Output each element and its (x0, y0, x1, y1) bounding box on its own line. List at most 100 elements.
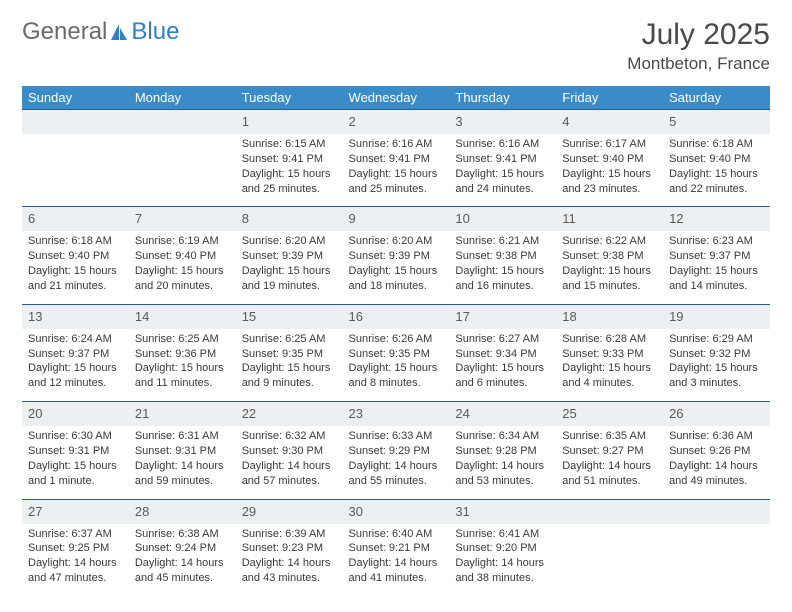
day-number-cell: 31 (449, 499, 556, 524)
day-content-cell: Sunrise: 6:38 AMSunset: 9:24 PMDaylight:… (129, 524, 236, 596)
day-number-cell: 20 (22, 402, 129, 427)
sunrise-text: Sunrise: 6:30 AM (28, 429, 123, 444)
day-content-cell: Sunrise: 6:41 AMSunset: 9:20 PMDaylight:… (449, 524, 556, 596)
day-content-cell: Sunrise: 6:20 AMSunset: 9:39 PMDaylight:… (343, 231, 450, 304)
daylight-text: Daylight: 14 hours and 53 minutes. (455, 459, 550, 489)
day-content-cell: Sunrise: 6:15 AMSunset: 9:41 PMDaylight:… (236, 134, 343, 207)
day-number-cell: 8 (236, 207, 343, 232)
day-content-cell: Sunrise: 6:28 AMSunset: 9:33 PMDaylight:… (556, 329, 663, 402)
daylight-text: Daylight: 15 hours and 21 minutes. (28, 264, 123, 294)
day-number-cell: 29 (236, 499, 343, 524)
day-content-cell: Sunrise: 6:36 AMSunset: 9:26 PMDaylight:… (663, 426, 770, 499)
sunrise-text: Sunrise: 6:24 AM (28, 332, 123, 347)
sunrise-text: Sunrise: 6:27 AM (455, 332, 550, 347)
day-number: 23 (349, 406, 363, 421)
day-content-cell: Sunrise: 6:31 AMSunset: 9:31 PMDaylight:… (129, 426, 236, 499)
daylight-text: Daylight: 15 hours and 18 minutes. (349, 264, 444, 294)
sunrise-text: Sunrise: 6:41 AM (455, 527, 550, 542)
sunrise-text: Sunrise: 6:23 AM (669, 234, 764, 249)
day-number-cell: 6 (22, 207, 129, 232)
day-content-cell: Sunrise: 6:32 AMSunset: 9:30 PMDaylight:… (236, 426, 343, 499)
sunrise-text: Sunrise: 6:26 AM (349, 332, 444, 347)
daylight-text: Daylight: 15 hours and 25 minutes. (349, 167, 444, 197)
daylight-text: Daylight: 15 hours and 16 minutes. (455, 264, 550, 294)
day-content-row: Sunrise: 6:37 AMSunset: 9:25 PMDaylight:… (22, 524, 770, 596)
day-number-cell: 4 (556, 110, 663, 135)
day-number-cell: 10 (449, 207, 556, 232)
sunrise-text: Sunrise: 6:36 AM (669, 429, 764, 444)
sunrise-text: Sunrise: 6:39 AM (242, 527, 337, 542)
daylight-text: Daylight: 15 hours and 25 minutes. (242, 167, 337, 197)
sunrise-text: Sunrise: 6:25 AM (135, 332, 230, 347)
day-content-cell: Sunrise: 6:24 AMSunset: 9:37 PMDaylight:… (22, 329, 129, 402)
day-number: 20 (28, 406, 42, 421)
daylight-text: Daylight: 15 hours and 1 minute. (28, 459, 123, 489)
day-number: 25 (562, 406, 576, 421)
day-number: 1 (242, 114, 249, 129)
daylight-text: Daylight: 15 hours and 20 minutes. (135, 264, 230, 294)
day-number-row: 20212223242526 (22, 402, 770, 427)
day-number: 27 (28, 504, 42, 519)
day-content-cell: Sunrise: 6:23 AMSunset: 9:37 PMDaylight:… (663, 231, 770, 304)
day-number: 18 (562, 309, 576, 324)
sunset-text: Sunset: 9:33 PM (562, 347, 657, 362)
sunrise-text: Sunrise: 6:31 AM (135, 429, 230, 444)
logo: General Blue (22, 18, 179, 46)
day-content-cell: Sunrise: 6:34 AMSunset: 9:28 PMDaylight:… (449, 426, 556, 499)
sunrise-text: Sunrise: 6:33 AM (349, 429, 444, 444)
day-content-cell: Sunrise: 6:16 AMSunset: 9:41 PMDaylight:… (449, 134, 556, 207)
daylight-text: Daylight: 15 hours and 8 minutes. (349, 361, 444, 391)
sunset-text: Sunset: 9:35 PM (242, 347, 337, 362)
sunset-text: Sunset: 9:21 PM (349, 541, 444, 556)
day-number: 4 (562, 114, 569, 129)
day-content-cell: Sunrise: 6:35 AMSunset: 9:27 PMDaylight:… (556, 426, 663, 499)
day-number: 3 (455, 114, 462, 129)
day-content-cell: Sunrise: 6:16 AMSunset: 9:41 PMDaylight:… (343, 134, 450, 207)
day-number: 8 (242, 211, 249, 226)
calendar-head: SundayMondayTuesdayWednesdayThursdayFrid… (22, 86, 770, 110)
header: General Blue July 2025 Montbeton, France (22, 18, 770, 74)
sunset-text: Sunset: 9:34 PM (455, 347, 550, 362)
day-number: 7 (135, 211, 142, 226)
day-number-cell: 12 (663, 207, 770, 232)
daylight-text: Daylight: 14 hours and 41 minutes. (349, 556, 444, 586)
sunset-text: Sunset: 9:40 PM (562, 152, 657, 167)
day-number: 28 (135, 504, 149, 519)
daylight-text: Daylight: 15 hours and 14 minutes. (669, 264, 764, 294)
daylight-text: Daylight: 14 hours and 49 minutes. (669, 459, 764, 489)
sunset-text: Sunset: 9:37 PM (28, 347, 123, 362)
sunrise-text: Sunrise: 6:16 AM (349, 137, 444, 152)
day-content-cell: Sunrise: 6:33 AMSunset: 9:29 PMDaylight:… (343, 426, 450, 499)
day-number: 31 (455, 504, 469, 519)
daylight-text: Daylight: 15 hours and 22 minutes. (669, 167, 764, 197)
day-number-cell: 24 (449, 402, 556, 427)
day-content-cell: Sunrise: 6:40 AMSunset: 9:21 PMDaylight:… (343, 524, 450, 596)
daylight-text: Daylight: 14 hours and 45 minutes. (135, 556, 230, 586)
day-number: 16 (349, 309, 363, 324)
day-content-cell (22, 134, 129, 207)
sunset-text: Sunset: 9:23 PM (242, 541, 337, 556)
sunrise-text: Sunrise: 6:15 AM (242, 137, 337, 152)
logo-text-general: General (22, 18, 107, 46)
sunset-text: Sunset: 9:40 PM (28, 249, 123, 264)
sunset-text: Sunset: 9:35 PM (349, 347, 444, 362)
daylight-text: Daylight: 15 hours and 9 minutes. (242, 361, 337, 391)
day-number-cell: 13 (22, 304, 129, 329)
sunrise-text: Sunrise: 6:17 AM (562, 137, 657, 152)
title-block: July 2025 Montbeton, France (627, 18, 770, 74)
day-number-cell: 11 (556, 207, 663, 232)
sunset-text: Sunset: 9:40 PM (135, 249, 230, 264)
day-header: Saturday (663, 86, 770, 110)
daylight-text: Daylight: 15 hours and 4 minutes. (562, 361, 657, 391)
daylight-text: Daylight: 14 hours and 57 minutes. (242, 459, 337, 489)
day-header: Friday (556, 86, 663, 110)
sunrise-text: Sunrise: 6:19 AM (135, 234, 230, 249)
sunset-text: Sunset: 9:41 PM (455, 152, 550, 167)
day-number: 2 (349, 114, 356, 129)
sunset-text: Sunset: 9:40 PM (669, 152, 764, 167)
day-content-row: Sunrise: 6:24 AMSunset: 9:37 PM Daylight:… (22, 329, 770, 402)
day-number: 14 (135, 309, 149, 324)
day-header: Monday (129, 86, 236, 110)
day-number-cell (556, 499, 663, 524)
daylight-text: Daylight: 14 hours and 51 minutes. (562, 459, 657, 489)
